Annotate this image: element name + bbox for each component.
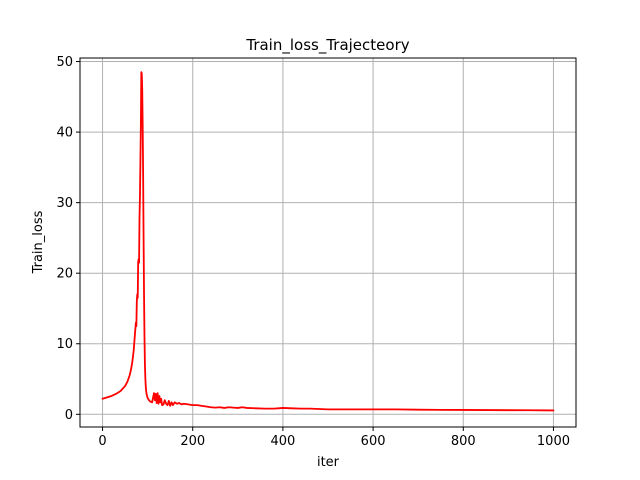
x-tick-label: 0 [98, 434, 106, 449]
series [101, 71, 555, 412]
x-axis: 0 200 400 600 800 1000 [98, 427, 570, 449]
y-axis-label: Train_loss [31, 210, 46, 274]
y-tick-label: 30 [56, 196, 73, 211]
grid [80, 58, 576, 427]
x-tick-label: 600 [361, 434, 386, 449]
y-tick-label: 0 [65, 408, 73, 423]
x-axis-label: iter [317, 455, 340, 470]
y-axis: 0 10 20 30 40 50 [56, 55, 80, 423]
y-tick-label: 40 [56, 126, 73, 141]
x-tick-label: 1000 [537, 434, 570, 449]
series-line [101, 71, 555, 412]
y-tick-label: 10 [56, 337, 73, 352]
x-tick-label: 400 [270, 434, 295, 449]
plot-area-frame [79, 57, 577, 428]
chart-title: Train_loss_Trajecteory [245, 36, 409, 55]
y-tick-label: 50 [56, 55, 73, 70]
x-tick-label: 800 [451, 434, 476, 449]
y-tick-label: 20 [56, 267, 73, 282]
x-tick-label: 200 [180, 434, 205, 449]
